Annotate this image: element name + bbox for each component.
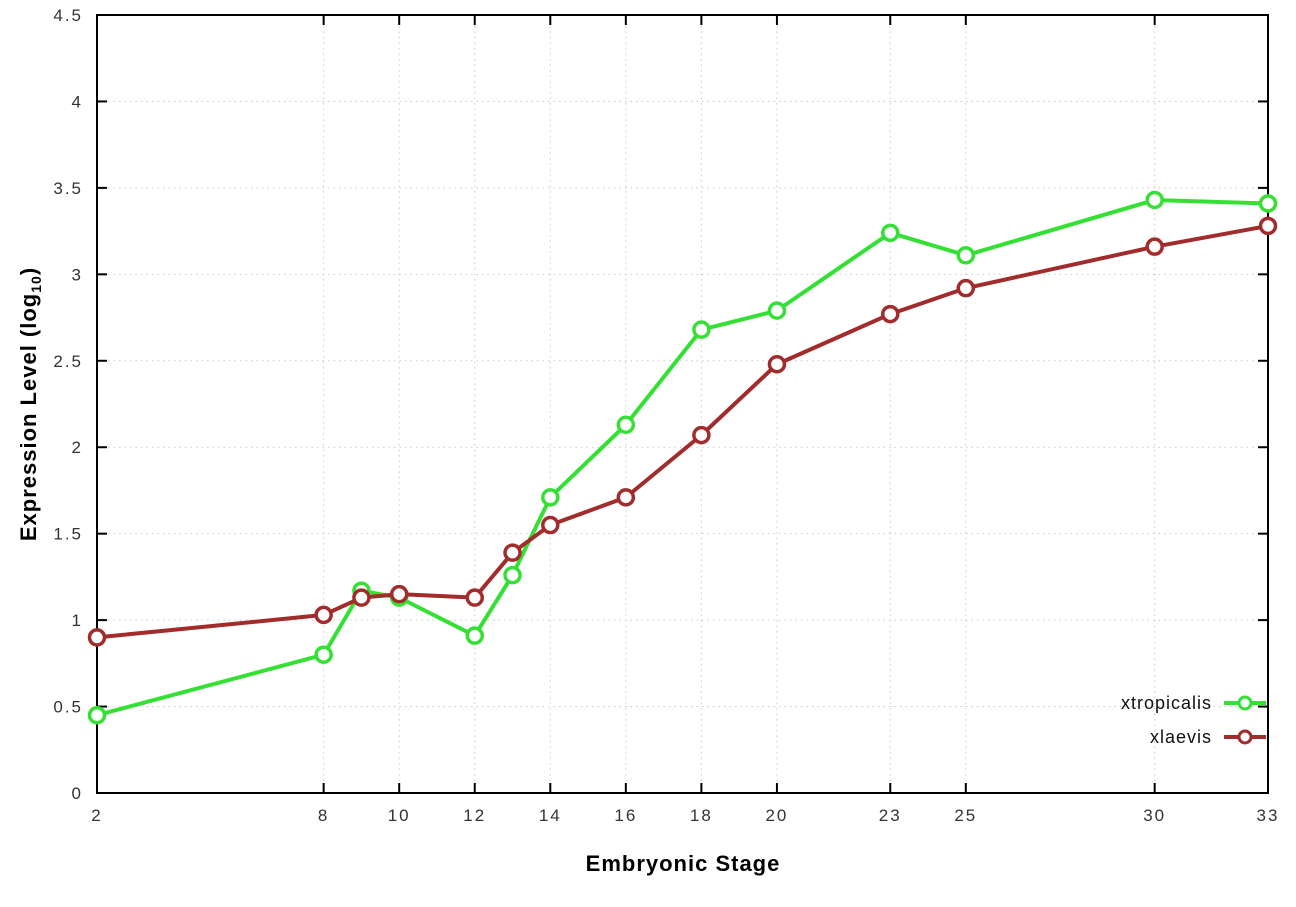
- svg-text:8: 8: [318, 806, 329, 825]
- svg-text:23: 23: [879, 806, 902, 825]
- y-axis-label-subscript: 10: [28, 275, 45, 293]
- y-axis-label: Expression Level (log10): [16, 267, 44, 541]
- legend-label-xtropicalis: xtropicalis: [1120, 692, 1212, 713]
- legend-marker-xlaevis: [1224, 726, 1266, 748]
- svg-text:0.5: 0.5: [53, 698, 83, 717]
- x-axis-label: Embryonic Stage: [585, 851, 781, 876]
- svg-text:2.5: 2.5: [53, 352, 83, 371]
- y-axis-label-suffix: ): [15, 266, 41, 276]
- svg-text:16: 16: [614, 806, 637, 825]
- svg-text:10: 10: [388, 806, 411, 825]
- svg-text:30: 30: [1143, 806, 1166, 825]
- svg-text:2: 2: [91, 806, 102, 825]
- svg-text:33: 33: [1257, 806, 1280, 825]
- svg-text:3: 3: [72, 265, 83, 284]
- legend-marker-xtropicalis: [1224, 692, 1266, 714]
- svg-text:14: 14: [539, 806, 562, 825]
- svg-text:4: 4: [72, 92, 83, 111]
- svg-text:18: 18: [690, 806, 713, 825]
- legend-point-sample: [1237, 729, 1253, 745]
- legend-item-xtropicalis: xtropicalis: [1121, 690, 1266, 716]
- svg-text:1: 1: [72, 611, 83, 630]
- legend-label-xlaevis: xlaevis: [1149, 726, 1212, 747]
- svg-text:3.5: 3.5: [53, 179, 83, 198]
- svg-text:1.5: 1.5: [53, 525, 83, 544]
- svg-text:25: 25: [954, 806, 977, 825]
- svg-text:0: 0: [72, 784, 83, 803]
- legend: xtropicalis xlaevis: [1121, 690, 1266, 750]
- y-axis-label-text: Expression Level (log: [15, 292, 41, 542]
- legend-item-xlaevis: xlaevis: [1121, 724, 1266, 750]
- svg-text:4.5: 4.5: [53, 6, 83, 25]
- svg-text:2: 2: [72, 438, 83, 457]
- svg-text:20: 20: [765, 806, 788, 825]
- svg-text:12: 12: [463, 806, 486, 825]
- legend-point-sample: [1237, 695, 1253, 711]
